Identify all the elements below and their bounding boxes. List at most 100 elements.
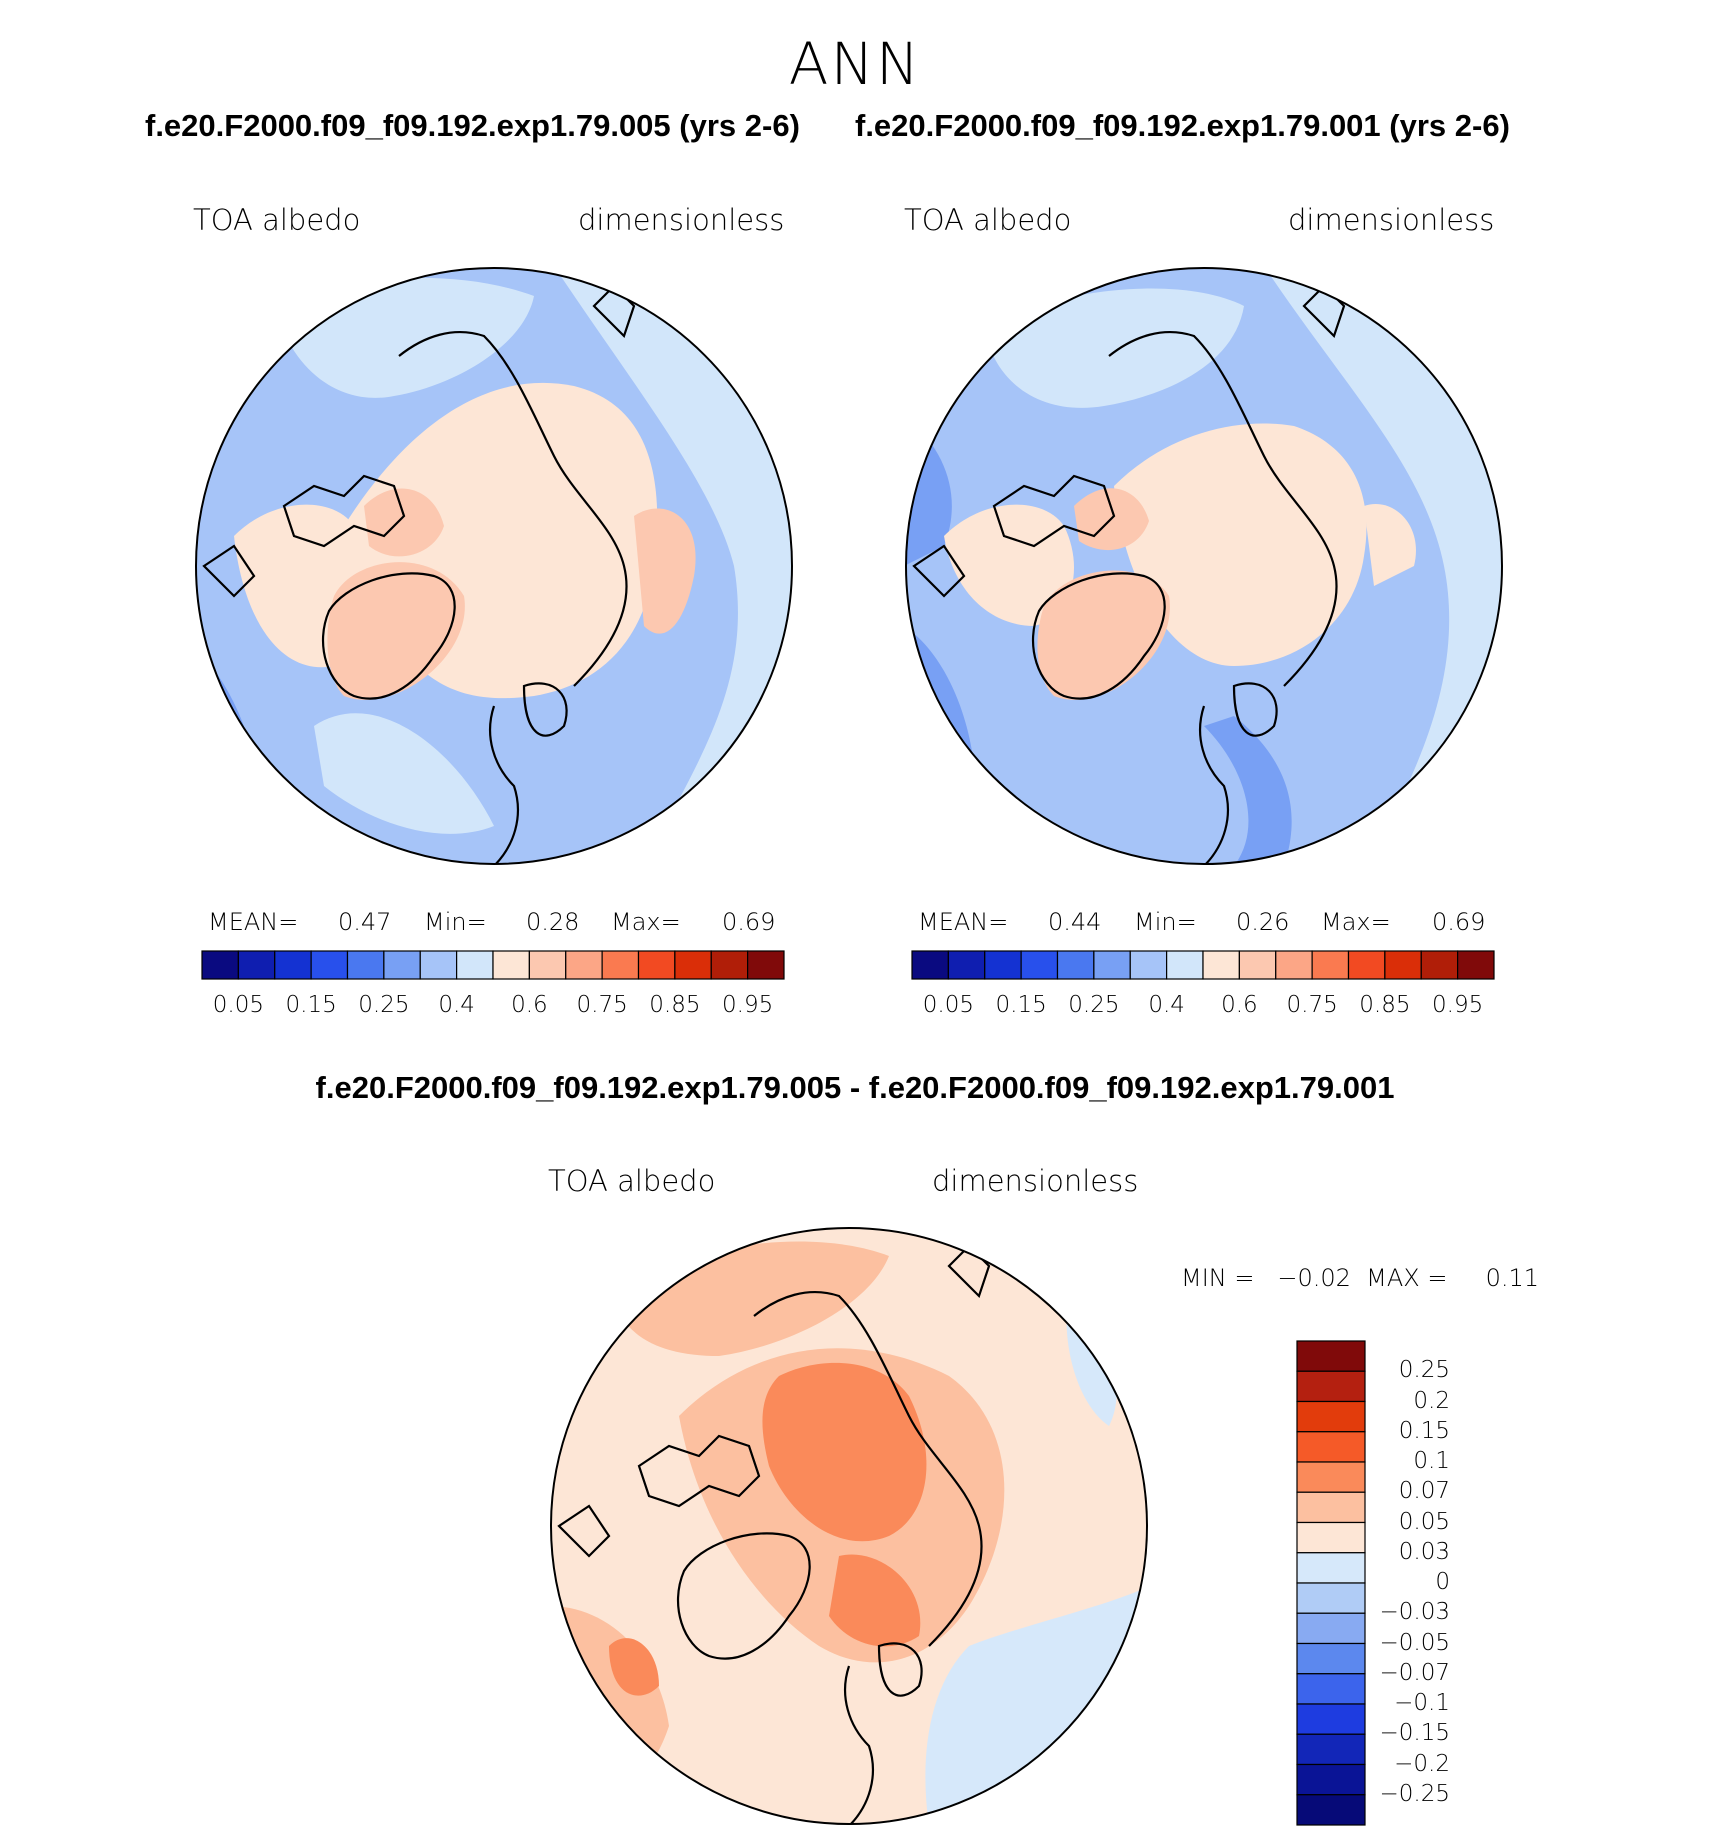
case-title-left: f.e20.F2000.f09_f09.192.exp1.79.005 (yrs… <box>145 108 800 143</box>
colorbar-tick-label: −0.25 <box>1379 1780 1450 1807</box>
panel2-map <box>905 267 1503 865</box>
colorbar-swatch <box>674 950 712 980</box>
colorbar-tick-label: 0.05 <box>212 992 264 1018</box>
colorbar-swatch <box>1347 950 1386 980</box>
colorbar-swatch <box>1296 1794 1366 1826</box>
colorbar-tick-label: 0.15 <box>285 992 337 1018</box>
panel1-mean-label: MEAN= <box>208 908 299 936</box>
colorbar-swatch <box>528 950 567 980</box>
colorbar-swatch <box>1056 950 1095 980</box>
colorbar-tick-label: 0.75 <box>1286 992 1338 1018</box>
colorbar-swatch <box>1296 1703 1366 1735</box>
colorbar-tick-label: −0.15 <box>1379 1720 1450 1747</box>
diff-map <box>550 1227 1148 1825</box>
colorbar-swatch <box>747 950 785 980</box>
colorbar-swatch <box>1202 950 1240 980</box>
colorbar-swatch <box>1296 1673 1366 1705</box>
panel1-mean-value: 0.47 <box>338 908 392 936</box>
colorbar-swatch <box>1296 1370 1366 1403</box>
panel2-variable-label: TOA albedo <box>904 203 1072 237</box>
colorbar-tick-label: 0.6 <box>511 992 548 1018</box>
colorbar-swatch <box>1296 1400 1366 1433</box>
panel1-colorbar-ticks: 0.05 0.15 0.25 0.4 0.6 0.75 0.85 0.95 <box>202 992 784 1022</box>
diff-colorbar-ticks: 0.25 0.2 0.15 0.1 0.07 0.05 0.03 0 −0.03 −0.05 −0.… <box>1360 1341 1460 1825</box>
colorbar-swatch <box>1296 1552 1366 1584</box>
colorbar-swatch <box>1296 1461 1366 1493</box>
colorbar-swatch <box>984 950 1022 980</box>
colorbar-swatch <box>1296 1582 1366 1614</box>
colorbar-tick-label: 0 <box>1435 1569 1450 1595</box>
colorbar-swatch <box>1296 1733 1366 1766</box>
colorbar-tick-label: 0.05 <box>922 992 974 1018</box>
panel2-mean-label: MEAN= <box>918 908 1009 936</box>
colorbar-swatch <box>1275 950 1313 980</box>
colorbar-swatch <box>1384 950 1422 980</box>
panel2-colorbar <box>911 950 1495 980</box>
case-title-right: f.e20.F2000.f09_f09.192.exp1.79.001 (yrs… <box>855 108 1510 143</box>
colorbar-swatch <box>419 950 458 980</box>
map-border <box>195 267 793 865</box>
colorbar-tick-label: 0.25 <box>1398 1357 1450 1384</box>
diff-title: f.e20.F2000.f09_f09.192.exp1.79.005 - f.… <box>315 1070 1395 1105</box>
colorbar-swatch <box>310 950 349 980</box>
colorbar-swatch <box>911 950 949 980</box>
colorbar-swatch <box>1093 950 1131 980</box>
colorbar-tick-label: −0.05 <box>1379 1629 1450 1656</box>
colorbar-tick-label: 0.85 <box>649 992 701 1018</box>
colorbar-swatch <box>601 950 640 980</box>
colorbar-tick-label: 0.2 <box>1413 1387 1450 1414</box>
colorbar-swatch <box>947 950 986 980</box>
panel1-variable-label: TOA albedo <box>193 203 361 237</box>
colorbar-swatch <box>383 950 421 980</box>
page-title: ANN <box>788 30 922 98</box>
colorbar-tick-label: 0.05 <box>1398 1508 1450 1535</box>
panel2-min-label: Min= <box>1134 908 1197 936</box>
colorbar-tick-label: 0.85 <box>1359 992 1411 1018</box>
colorbar-tick-label: −0.1 <box>1394 1690 1450 1716</box>
panel1-max-label: Max= <box>611 908 681 936</box>
colorbar-tick-label: 0.95 <box>1432 992 1484 1018</box>
colorbar-swatch <box>710 950 749 980</box>
colorbar-swatch <box>346 950 385 980</box>
panel2-max-value: 0.69 <box>1432 908 1486 936</box>
colorbar-swatch <box>1296 1521 1366 1554</box>
panel1-max-value: 0.69 <box>722 908 776 936</box>
colorbar-swatch <box>1420 950 1459 980</box>
colorbar-tick-label: 0.1 <box>1413 1448 1450 1474</box>
colorbar-tick-label: 0.4 <box>438 992 475 1018</box>
colorbar-tick-label: 0.25 <box>1068 992 1120 1018</box>
panel1-colorbar <box>201 950 785 980</box>
panel1-min-value: 0.28 <box>526 908 580 936</box>
colorbar-swatch <box>274 950 312 980</box>
colorbar-swatch <box>565 950 603 980</box>
panel2-max-label: Max= <box>1321 908 1391 936</box>
colorbar-swatch <box>637 950 676 980</box>
panel2-units-label: dimensionless <box>1288 203 1495 237</box>
colorbar-swatch <box>201 950 239 980</box>
colorbar-tick-label: 0.03 <box>1398 1538 1450 1565</box>
colorbar-tick-label: 0.4 <box>1148 992 1185 1018</box>
colorbar-swatch <box>1020 950 1059 980</box>
panel2-mean-value: 0.44 <box>1048 908 1102 936</box>
colorbar-tick-label: 0.15 <box>995 992 1047 1018</box>
colorbar-swatch <box>1166 950 1204 980</box>
colorbar-swatch <box>1296 1491 1366 1524</box>
diff-variable-label: TOA albedo <box>548 1164 716 1198</box>
colorbar-tick-label: 0.95 <box>722 992 774 1018</box>
panel2-min-value: 0.26 <box>1236 908 1290 936</box>
colorbar-swatch <box>1238 950 1277 980</box>
panel1-units-label: dimensionless <box>578 203 785 237</box>
colorbar-tick-label: 0.75 <box>576 992 628 1018</box>
diff-units-label: dimensionless <box>932 1164 1139 1198</box>
colorbar-swatch <box>1296 1431 1366 1463</box>
colorbar-swatch <box>1296 1612 1366 1645</box>
colorbar-tick-label: 0.25 <box>358 992 410 1018</box>
colorbar-tick-label: 0.07 <box>1398 1478 1450 1505</box>
colorbar-tick-label: 0.6 <box>1221 992 1258 1018</box>
colorbar-swatch <box>1296 1642 1366 1675</box>
colorbar-swatch <box>237 950 276 980</box>
colorbar-swatch <box>1129 950 1168 980</box>
colorbar-tick-label: 0.15 <box>1398 1417 1450 1444</box>
diff-minmax: MIN = −0.02 MAX = 0.11 <box>1181 1264 1540 1292</box>
panel1-min-label: Min= <box>424 908 487 936</box>
